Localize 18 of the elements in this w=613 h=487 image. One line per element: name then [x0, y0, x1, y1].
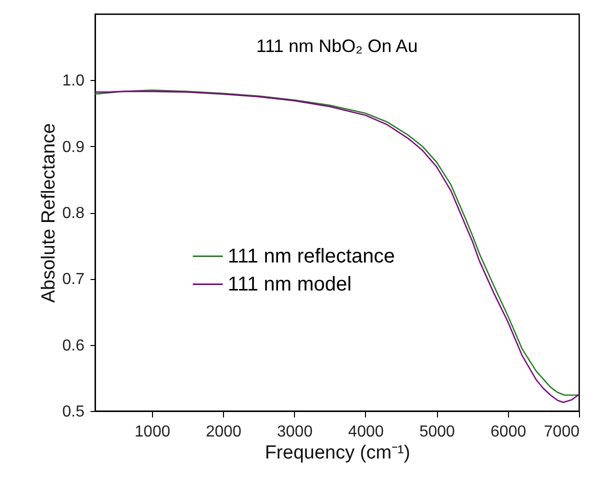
x-tick-label: 7000 — [544, 424, 580, 440]
y-tick-label: 0.7 — [62, 271, 85, 288]
x-tick-label: 2000 — [206, 424, 242, 440]
x-tick-label: 3000 — [276, 424, 313, 440]
annotation: 111 nm NbO₂ On Au — [256, 36, 418, 56]
y-tick-label: 0.9 — [62, 138, 85, 156]
x-tick-label: 5000 — [419, 424, 456, 440]
x-tick-label: 1000 — [134, 424, 170, 440]
legend-label: 111 nm reflectance — [228, 245, 395, 268]
x-axis-title: Frequency (cm⁻¹) — [264, 442, 410, 464]
y-tick-label: 1.0 — [62, 72, 85, 90]
y-tick-label: 0.8 — [62, 205, 85, 222]
y-tick-label: 0.6 — [62, 337, 85, 354]
y-tick-label: 0.5 — [62, 404, 85, 420]
y-axis-title: Absolute Reflectance — [38, 123, 60, 303]
legend-label: 111 nm model — [228, 273, 352, 296]
x-tick-label: 4000 — [348, 424, 384, 440]
x-tick-label: 6000 — [490, 424, 526, 440]
